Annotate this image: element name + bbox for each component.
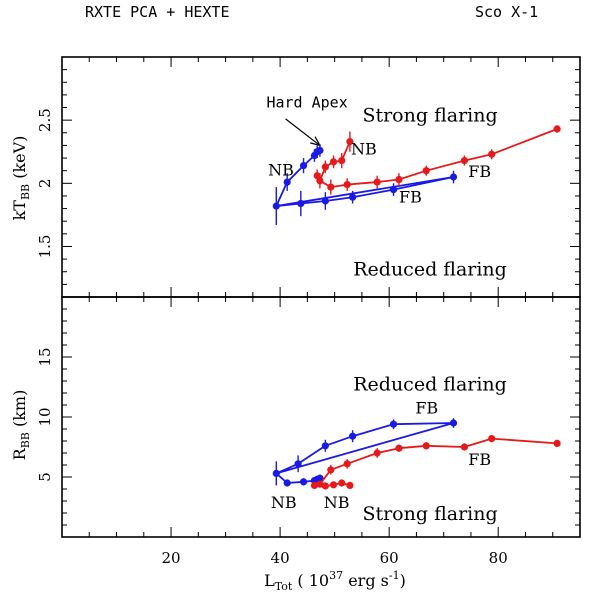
xlabel-sup: 37 [329, 569, 343, 582]
bottom-blue-point [321, 442, 329, 450]
bottom-red-point [488, 435, 496, 443]
bottom-red-point [422, 442, 430, 450]
bottom-annotation: FB [468, 450, 491, 469]
bottom-ylabel-unit: (km) [10, 390, 29, 432]
bottom-xtick-label: 20 [162, 549, 181, 567]
top-blue-point [449, 173, 458, 181]
bottom-red-point [316, 480, 324, 488]
top-red-point [313, 172, 321, 180]
top-ylabel: kTBB (keV) [10, 136, 32, 221]
bottom-red-point [395, 444, 403, 452]
bottom-ytick-label: 15 [36, 347, 54, 366]
top-panel: 1.5 2 2.5 Hard Apex Strong flaring NB NB FB FB Re… [36, 56, 581, 298]
top-annotation: Strong flaring [362, 104, 497, 126]
bottom-red-point [329, 481, 338, 489]
top-red-point [422, 167, 430, 175]
bottom-blue-point [294, 460, 302, 468]
bottom-red-point [346, 481, 354, 489]
bottom-red-point [373, 449, 381, 457]
top-blue-point [299, 162, 308, 170]
bottom-ytick-label: 5 [36, 472, 54, 482]
bottom-xtick-label: 80 [489, 549, 508, 567]
xlabel-sub: Tot [275, 580, 293, 593]
top-ylabel-unit: (keV) [10, 136, 29, 184]
bottom-ylabel-sub: BB [19, 432, 32, 448]
bottom-blue-point [449, 419, 458, 427]
top-blue-point [283, 178, 291, 186]
top-ytick-label: 2 [36, 179, 54, 189]
bottom-red-point [460, 443, 469, 451]
bottom-panel: 5 10 15 20 40 60 80 Reduced flaring FB FB NB NB Stro… [36, 296, 581, 567]
top-annotation: Reduced flaring [353, 259, 507, 281]
header-right: Sco X-1 [475, 3, 538, 21]
top-red-point [346, 138, 354, 146]
top-annotation: NB [268, 161, 294, 180]
bottom-xtick-label: 40 [271, 549, 290, 567]
top-red-point [395, 175, 403, 184]
top-ytick-label: 1.5 [36, 235, 54, 259]
top-red-point [327, 183, 335, 191]
bottom-annotation: NB [324, 493, 350, 512]
top-blue-point [321, 197, 329, 205]
top-blue-point [272, 202, 280, 210]
top-red-point [321, 163, 329, 171]
top-red-point [488, 150, 496, 158]
bottom-red-point [310, 481, 319, 489]
top-red-point [343, 180, 351, 189]
bottom-blue-point [389, 420, 398, 428]
bottom-blue-line [275, 422, 455, 484]
bottom-frame [61, 296, 581, 538]
top-red-point [338, 156, 346, 165]
top-annotation: FB [468, 162, 491, 181]
bottom-ylabel-main: R [10, 447, 29, 460]
bottom-red-point [338, 479, 346, 487]
xlabel-main: L [264, 571, 275, 590]
top-red-point [329, 158, 338, 166]
bottom-annotation: Reduced flaring [353, 374, 507, 396]
xlabel-post: erg s [343, 571, 389, 590]
top-blue-point [349, 193, 357, 201]
top-red-point [553, 125, 561, 133]
top-annotation: FB [399, 187, 422, 206]
bottom-blue-point [316, 474, 324, 482]
bottom-blue-point [299, 478, 308, 486]
bottom-annotation: NB [271, 493, 297, 512]
xlabel: LTot ( 1037 erg s-1) [264, 569, 406, 593]
header-left: RXTE PCA + HEXTE [85, 3, 230, 21]
xlabel-pre: ( 10 [292, 571, 329, 590]
bottom-blue-point [283, 479, 291, 487]
bottom-ylabel: RBB (km) [10, 390, 32, 461]
top-red-point [373, 178, 381, 186]
bottom-red-point [327, 466, 335, 474]
top-blue-point [297, 199, 305, 208]
bottom-blue-point [272, 469, 280, 477]
top-ylabel-sub: BB [19, 184, 32, 200]
xlabel-sup2: -1 [389, 569, 400, 582]
top-arrow-line [285, 118, 321, 146]
xlabel-end: ) [400, 571, 406, 590]
top-red-point [460, 156, 469, 165]
bottom-red-line [313, 437, 558, 487]
bottom-red-point [553, 439, 561, 447]
bottom-annotation: Strong flaring [362, 503, 497, 525]
top-annotation: Hard Apex [266, 94, 347, 112]
bottom-xtick-label: 60 [380, 549, 399, 567]
top-ylabel-main: kT [10, 200, 29, 221]
top-blue-point [316, 146, 324, 155]
bottom-annotation: FB [415, 398, 438, 417]
bottom-blue-point [349, 432, 357, 440]
bottom-ytick-label: 10 [36, 407, 54, 426]
bottom-red-point [321, 482, 329, 490]
bottom-red-point [343, 460, 351, 468]
top-ytick-label: 2.5 [36, 108, 54, 132]
top-annotation: NB [351, 139, 377, 158]
top-blue-point [389, 186, 398, 194]
